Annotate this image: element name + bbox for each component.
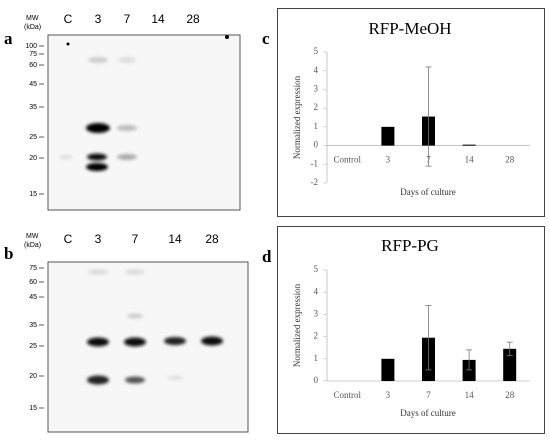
marker-label: 20 bbox=[29, 373, 37, 380]
marker-label: 60 bbox=[29, 62, 37, 69]
y-tick-label: -1 bbox=[311, 158, 319, 168]
blot-spot bbox=[225, 35, 229, 39]
lane-label: 14 bbox=[168, 232, 182, 246]
blot-frame bbox=[47, 261, 249, 433]
marker-label: 100 bbox=[25, 43, 37, 50]
panel-label: d bbox=[262, 247, 272, 266]
marker-label: 15 bbox=[29, 405, 37, 412]
blot-spot bbox=[66, 42, 70, 46]
marker-label: 35 bbox=[29, 104, 37, 111]
marker-label: 35 bbox=[29, 322, 37, 329]
lane-label: 7 bbox=[124, 12, 131, 26]
y-tick-label: 0 bbox=[314, 375, 319, 385]
lane-label: C bbox=[64, 232, 73, 246]
y-tick-label: 2 bbox=[314, 331, 319, 341]
x-tick-label: 28 bbox=[505, 155, 515, 165]
y-tick-label: 4 bbox=[314, 65, 319, 75]
x-tick-label: Control bbox=[334, 155, 362, 165]
marker-label: 25 bbox=[29, 134, 37, 141]
y-tick-label: 5 bbox=[314, 264, 319, 274]
marker-label: 20 bbox=[29, 155, 37, 162]
x-tick-label: 14 bbox=[465, 155, 475, 165]
y-tick-label: 3 bbox=[314, 308, 319, 318]
x-tick-label: Control bbox=[334, 390, 362, 400]
bar bbox=[503, 348, 517, 381]
x-axis-label: Days of culture bbox=[400, 187, 455, 197]
marker-label: 75 bbox=[29, 51, 37, 58]
x-tick-label: 7 bbox=[426, 390, 431, 400]
y-tick-label: 2 bbox=[314, 102, 319, 112]
lane-label: C bbox=[64, 12, 73, 26]
marker-label: 15 bbox=[29, 191, 37, 198]
x-tick-label: 3 bbox=[386, 390, 391, 400]
x-axis-label: Days of culture bbox=[400, 408, 455, 418]
chart-title: RFP-MeOH bbox=[368, 19, 451, 38]
y-axis-label: Normalized expression bbox=[292, 75, 302, 159]
x-tick-label: 3 bbox=[386, 155, 391, 165]
marker-label: 45 bbox=[29, 81, 37, 88]
y-axis-label: Normalized expression bbox=[292, 283, 302, 367]
marker-label: 25 bbox=[29, 343, 37, 350]
x-tick-label: 14 bbox=[465, 390, 475, 400]
error-bar bbox=[425, 305, 432, 371]
blot-bands bbox=[59, 57, 223, 385]
lane-label: 3 bbox=[95, 12, 102, 26]
kda-label: (kDa) bbox=[24, 242, 41, 249]
y-tick-label: 3 bbox=[314, 83, 319, 93]
marker-label: 45 bbox=[29, 294, 37, 301]
y-tick-label: 4 bbox=[314, 286, 319, 296]
bar bbox=[462, 144, 476, 146]
y-tick-label: 5 bbox=[314, 46, 319, 56]
lane-label: 7 bbox=[132, 232, 139, 246]
panel-label: c bbox=[262, 29, 270, 48]
y-tick-label: 0 bbox=[314, 140, 319, 150]
x-tick-label: 28 bbox=[505, 390, 515, 400]
bar bbox=[381, 126, 395, 146]
error-bar bbox=[425, 66, 432, 167]
y-tick-label: 1 bbox=[314, 121, 319, 131]
chart-title: RFP-PG bbox=[381, 236, 439, 255]
y-tick-label: 1 bbox=[314, 353, 319, 363]
lane-label: 3 bbox=[95, 232, 102, 246]
marker-label: 60 bbox=[29, 279, 37, 286]
bar bbox=[462, 359, 476, 381]
chart-frame bbox=[277, 226, 545, 434]
lane-label: 28 bbox=[186, 12, 200, 26]
kda-label: (kDa) bbox=[24, 24, 41, 31]
bar bbox=[381, 358, 395, 381]
y-tick-label: -2 bbox=[311, 177, 319, 187]
marker-label: 75 bbox=[29, 265, 37, 272]
mw-label: MW bbox=[26, 233, 39, 240]
chart-frame bbox=[277, 8, 545, 217]
blot-frame bbox=[47, 34, 241, 211]
mw-label: MW bbox=[26, 15, 39, 22]
error-bar bbox=[466, 349, 473, 371]
panel-label: a bbox=[4, 29, 13, 48]
error-bar bbox=[506, 341, 513, 356]
panel-label: b bbox=[4, 244, 13, 263]
lane-label: 14 bbox=[151, 12, 165, 26]
lane-label: 28 bbox=[205, 232, 219, 246]
